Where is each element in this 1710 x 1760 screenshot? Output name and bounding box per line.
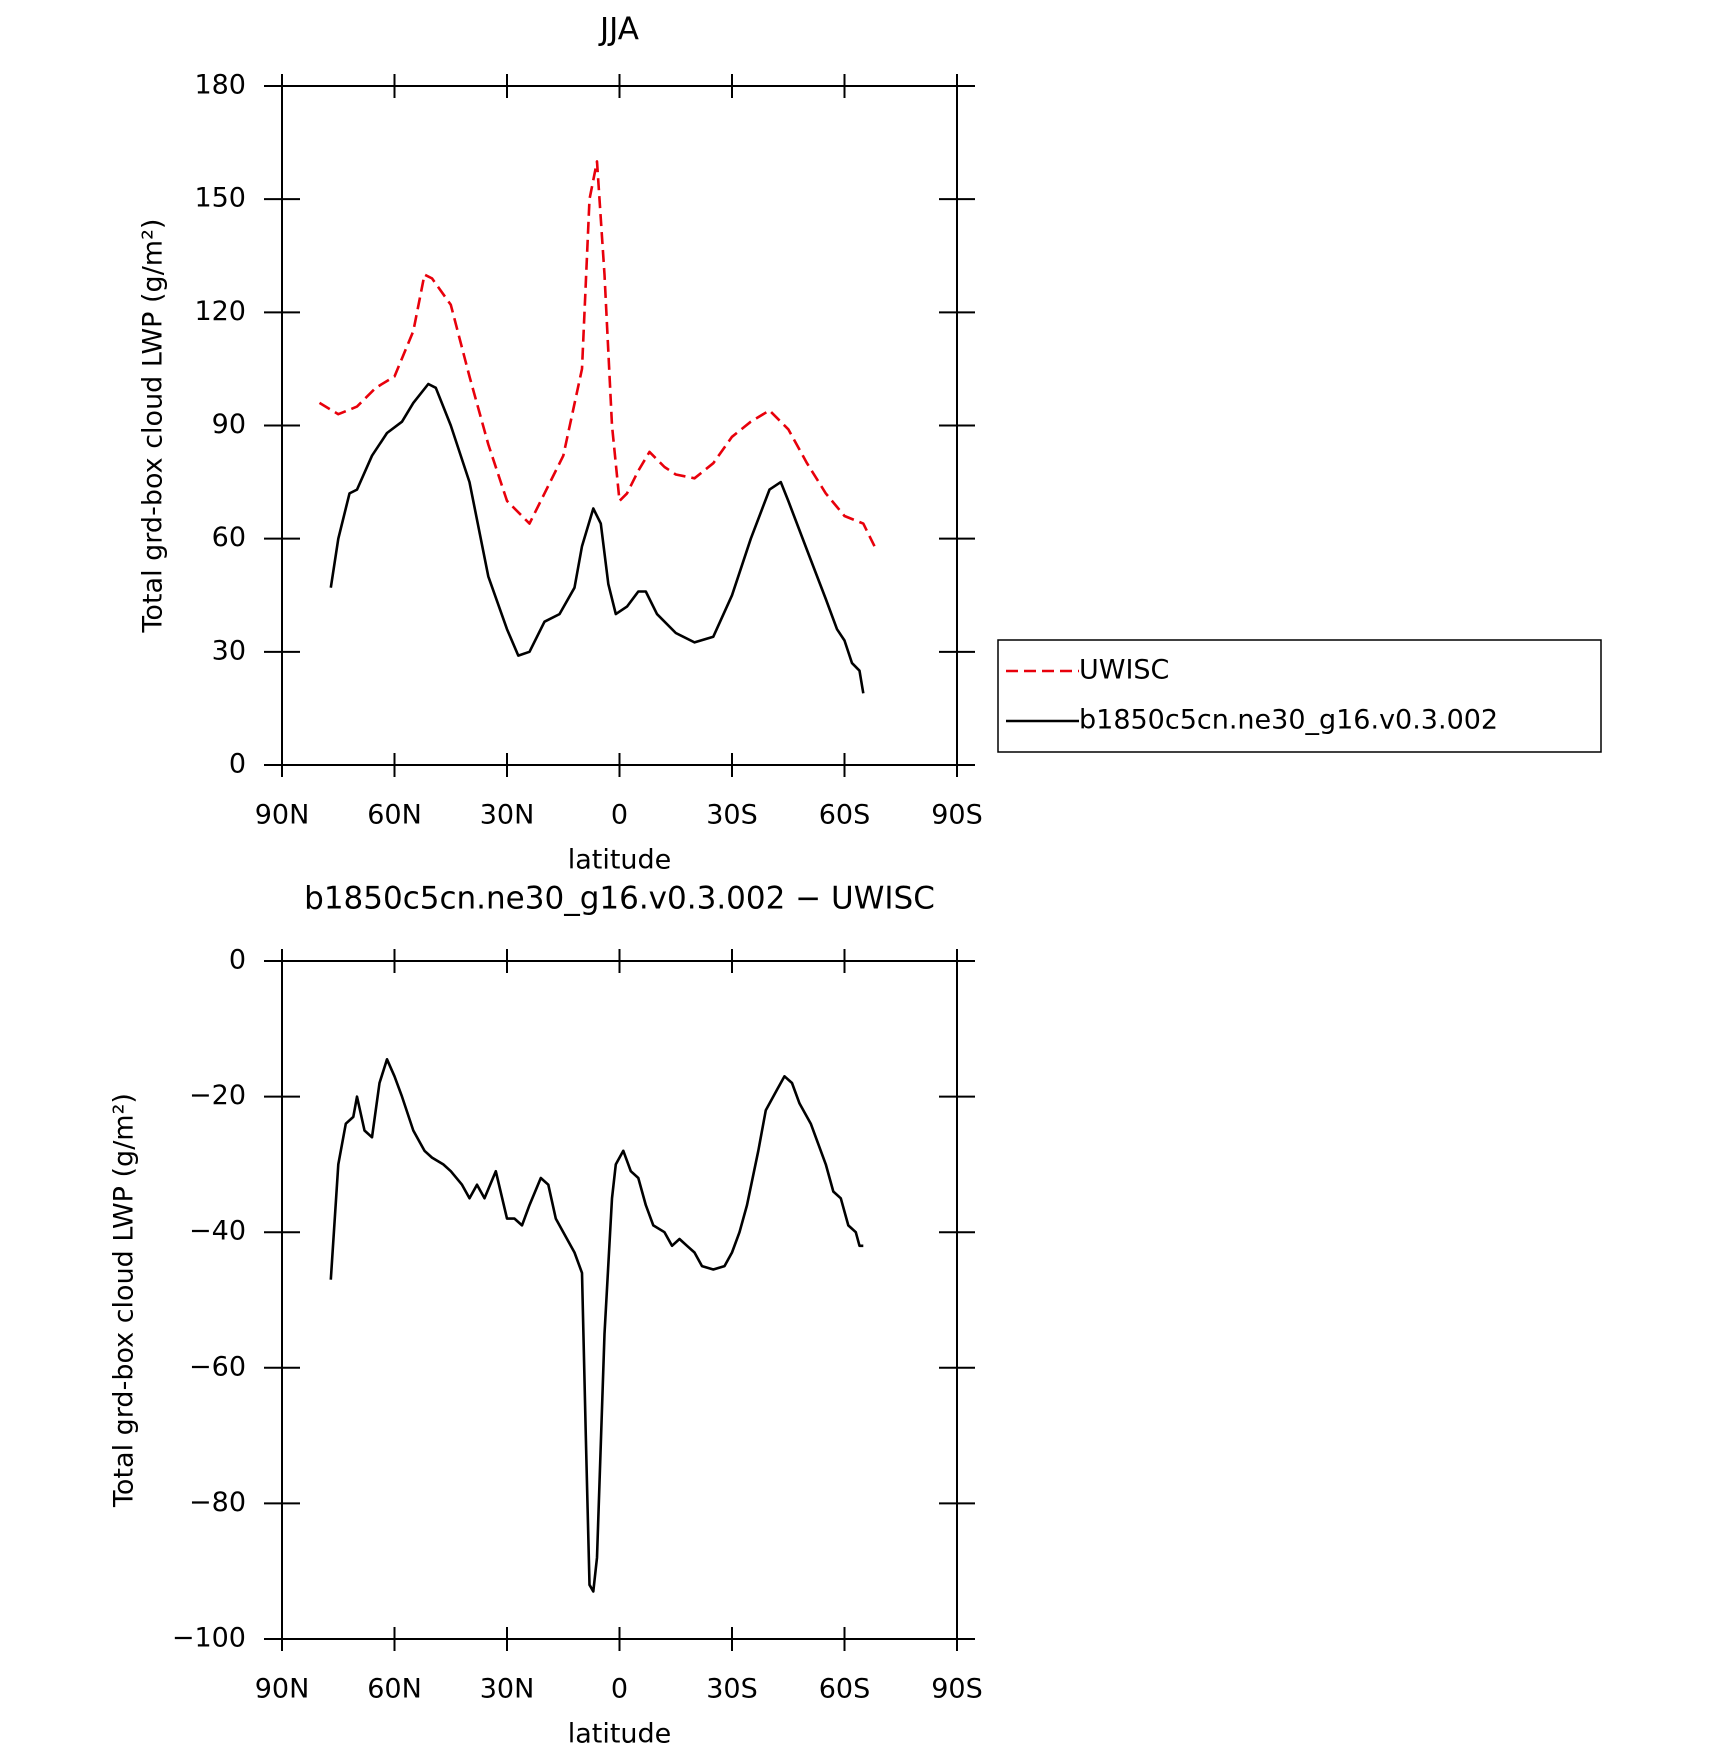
x-axis-label: latitude [568, 845, 672, 876]
x-tick-label: 90S [931, 800, 983, 831]
chart-title: b1850c5cn.ne30_g16.v0.3.002 − UWISC [304, 881, 935, 917]
x-tick-label: 60N [367, 800, 422, 831]
y-tick-label: −100 [172, 1623, 246, 1654]
y-tick-label: 0 [229, 749, 246, 780]
x-tick-label: 30N [480, 1674, 535, 1705]
data-line [329, 382, 865, 694]
x-tick-label: 0 [611, 1674, 628, 1705]
data-line [318, 160, 876, 547]
x-tick-label: 0 [611, 800, 628, 831]
x-axis-label: latitude [568, 1719, 672, 1750]
legend-box [997, 639, 1602, 753]
y-tick-label: −60 [189, 1351, 246, 1382]
x-tick-label: 90N [255, 800, 310, 831]
y-tick-label: 30 [212, 635, 246, 666]
x-tick-label: 60N [367, 1674, 422, 1705]
plot-frame [281, 85, 958, 766]
x-tick-label: 30S [706, 800, 758, 831]
chart-title: JJA [598, 12, 639, 48]
y-tick-label: −80 [189, 1487, 246, 1518]
y-tick-label: 60 [212, 522, 246, 553]
data-line [329, 1058, 864, 1593]
y-tick-label: −40 [189, 1216, 246, 1247]
y-tick-label: 150 [194, 183, 246, 214]
y-tick-label: 0 [229, 945, 246, 976]
legend-label: UWISC [1079, 655, 1169, 686]
plot-frame [281, 960, 958, 1640]
y-tick-label: −20 [189, 1080, 246, 1111]
x-tick-label: 60S [819, 800, 871, 831]
x-tick-label: 90S [931, 1674, 983, 1705]
x-tick-label: 90N [255, 1674, 310, 1705]
y-tick-label: 120 [194, 296, 246, 327]
y-axis-label: Total grd-box cloud LWP (g/m²) [109, 1093, 140, 1508]
x-tick-label: 30N [480, 800, 535, 831]
x-tick-label: 60S [819, 1674, 871, 1705]
x-tick-label: 30S [706, 1674, 758, 1705]
y-tick-label: 90 [212, 409, 246, 440]
y-axis-label: Total grd-box cloud LWP (g/m²) [138, 219, 169, 634]
y-tick-label: 180 [194, 70, 246, 101]
legend-label: b1850c5cn.ne30_g16.v0.3.002 [1079, 705, 1498, 736]
